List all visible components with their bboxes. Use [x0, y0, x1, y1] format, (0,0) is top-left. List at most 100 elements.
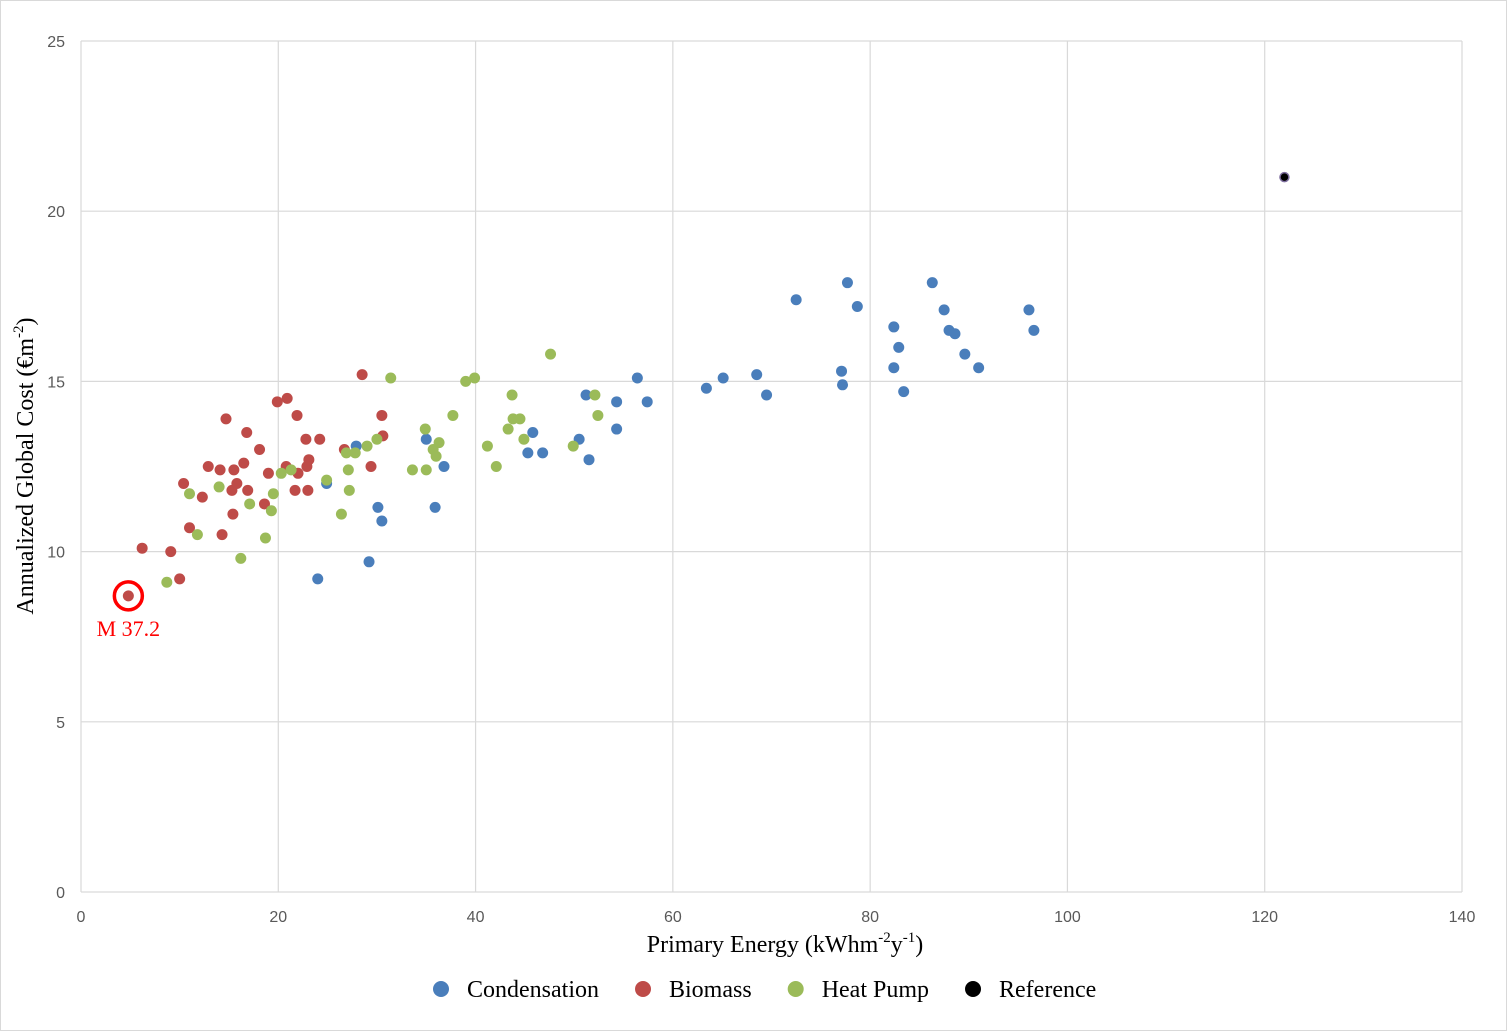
- condensation-point: [583, 454, 595, 466]
- heat-pump-point: [349, 447, 361, 459]
- biomass-point: [271, 396, 283, 408]
- heat-pump-point: [589, 389, 601, 401]
- biomass-point: [214, 464, 226, 476]
- heat-pump-point: [385, 372, 397, 384]
- condensation-point: [717, 372, 729, 384]
- heat-pump-point: [545, 348, 557, 360]
- reference-point: [1279, 171, 1290, 183]
- data-points: [122, 171, 1290, 602]
- legend-label-condensation: Condensation: [467, 977, 599, 1003]
- y-axis-title: Annualized Global Cost (€m-2): [11, 317, 39, 614]
- condensation-point: [790, 294, 802, 306]
- y-tick-label: 25: [47, 34, 65, 51]
- legend-label-biomass: Biomass: [669, 977, 752, 1003]
- legend-marker-heat-pump: [787, 981, 804, 997]
- biomass-point: [258, 498, 270, 510]
- biomass-point: [300, 433, 312, 445]
- biomass-point: [241, 426, 253, 438]
- heat-pump-point: [265, 505, 277, 517]
- condensation-point: [851, 301, 863, 313]
- legend-marker-biomass: [635, 981, 651, 997]
- condensation-point: [837, 379, 849, 391]
- biomass-point: [196, 491, 208, 503]
- heat-pump-point: [184, 488, 196, 500]
- heat-pump-point: [481, 440, 493, 452]
- x-tick-label: 80: [861, 909, 879, 926]
- x-tick-label: 140: [1449, 909, 1476, 926]
- x-tick-label: 40: [467, 909, 485, 926]
- biomass-point: [376, 409, 388, 421]
- condensation-point: [429, 501, 441, 513]
- condensation-point: [641, 396, 653, 408]
- heat-pump-point: [592, 409, 604, 421]
- x-axis-title: Primary Energy (kWhm-2y-1): [647, 930, 924, 958]
- y-tick-label: 5: [56, 715, 65, 732]
- heat-pump-point: [490, 461, 502, 472]
- biomass-point: [136, 542, 148, 554]
- heat-pump-point: [361, 440, 373, 452]
- condensation-point: [893, 341, 905, 353]
- condensation-point: [376, 515, 388, 527]
- condensation-point: [926, 277, 938, 289]
- heat-pump-point: [371, 433, 383, 445]
- biomass-point: [184, 522, 196, 534]
- heat-pump-point: [343, 484, 355, 496]
- heat-pump-point: [235, 552, 247, 564]
- condensation-point: [938, 304, 950, 316]
- biomass-point: [356, 369, 368, 381]
- heat-pump-point: [419, 423, 431, 435]
- condensation-point: [841, 277, 853, 289]
- heat-pump-point: [506, 389, 518, 401]
- condensation-point: [836, 365, 848, 377]
- x-tick-label: 20: [269, 909, 287, 926]
- y-tick-label: 0: [56, 885, 65, 902]
- annotation-group: M 37.2: [97, 580, 160, 641]
- biomass-point: [302, 484, 314, 496]
- y-axis-ticks: 0 5 10 15 20 25: [47, 34, 65, 902]
- condensation-point: [438, 461, 450, 472]
- biomass-point: [202, 461, 214, 472]
- condensation-point: [537, 447, 549, 459]
- x-axis-ticks: 0 20 40 60 80 100 120 140: [77, 909, 1476, 926]
- legend-marker-condensation: [433, 981, 449, 997]
- condensation-point: [1023, 304, 1035, 316]
- condensation-point: [611, 423, 623, 435]
- highlight-ring: [112, 580, 145, 612]
- heat-pump-point: [406, 464, 418, 476]
- heat-pump-point: [460, 375, 472, 387]
- heat-pump-point: [335, 508, 347, 520]
- x-tick-label: 120: [1251, 909, 1278, 926]
- biomass-point: [227, 508, 239, 520]
- heat-pump-point: [191, 529, 203, 541]
- biomass-point: [281, 392, 293, 404]
- condensation-point: [761, 389, 773, 401]
- condensation-point: [363, 556, 375, 568]
- legend-label-heat-pump: Heat Pump: [822, 977, 929, 1003]
- biomass-point: [365, 461, 377, 472]
- legend-label-reference: Reference: [999, 977, 1096, 1003]
- y-tick-label: 15: [47, 374, 65, 391]
- y-tick-label: 10: [47, 545, 65, 562]
- condensation-point: [888, 362, 900, 374]
- biomass-point: [228, 464, 240, 476]
- biomass-point: [289, 484, 301, 496]
- heat-pump-point: [321, 474, 333, 486]
- heat-pump-point: [433, 437, 445, 449]
- condensation-point: [611, 396, 623, 408]
- biomass-point: [242, 484, 254, 496]
- biomass-point: [314, 433, 326, 445]
- heat-pump-point: [518, 433, 530, 445]
- biomass-point: [231, 478, 243, 490]
- heat-pump-point: [285, 464, 297, 476]
- condensation-point: [527, 426, 539, 438]
- x-tick-label: 100: [1054, 909, 1081, 926]
- condensation-point: [888, 321, 900, 333]
- condensation-point: [1028, 324, 1040, 336]
- biomass-point: [303, 454, 315, 466]
- condensation-point: [312, 573, 324, 585]
- biomass-point: [254, 443, 266, 455]
- x-tick-label: 0: [77, 909, 86, 926]
- heat-pump-point: [447, 409, 459, 421]
- heat-pump-point: [213, 481, 225, 493]
- heat-pump-point: [267, 488, 279, 500]
